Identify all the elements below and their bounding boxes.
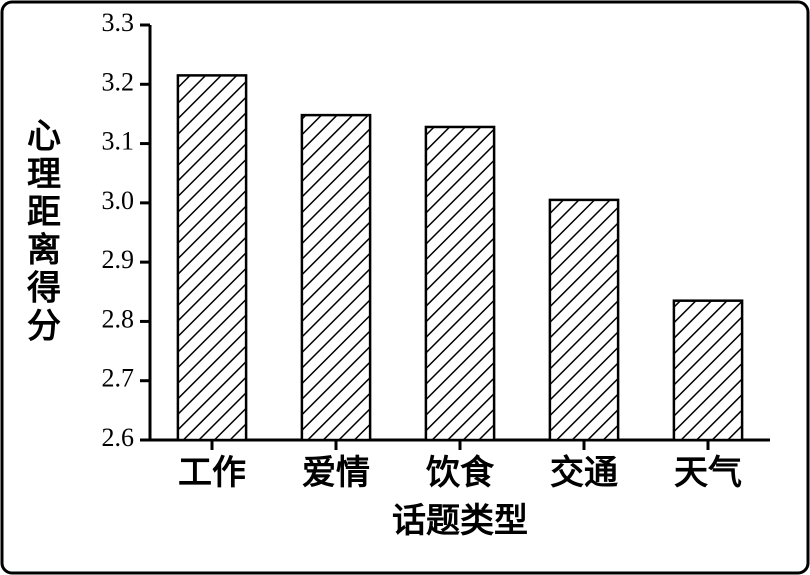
- bar-chart: 2.6 2.7 2.8 2.9 3.0 3.1 3.2 3.3 工作 爱情 饮食 交通 天气 话题类型…: [0, 0, 810, 575]
- y-axis-title-glyph: 距: [27, 194, 61, 231]
- category-labels: 工作 爱情 饮食 交通 天气: [178, 453, 742, 492]
- y-axis-title-glyph: 得: [26, 269, 61, 307]
- y-axis-title-glyph: 理: [27, 156, 61, 193]
- y-axis-title: 心理距离得分: [26, 118, 61, 345]
- bars: [178, 75, 742, 440]
- y-tick-label: 2.9: [102, 245, 135, 274]
- x-axis-title: 话题类型: [392, 502, 528, 540]
- y-tick-label: 3.3: [102, 8, 135, 37]
- bar: [674, 301, 742, 440]
- bar: [550, 200, 618, 440]
- y-tick-label: 2.8: [102, 304, 135, 333]
- bar: [178, 75, 246, 440]
- y-tick-label: 3.1: [102, 127, 135, 156]
- category-label: 饮食: [426, 453, 495, 492]
- category-label: 交通: [550, 453, 618, 492]
- y-tick-label: 2.7: [102, 364, 135, 393]
- y-tick-label: 3.2: [102, 67, 135, 96]
- y-tick-label: 3.0: [102, 186, 135, 215]
- category-label: 工作: [178, 454, 246, 492]
- chart-container: 2.6 2.7 2.8 2.9 3.0 3.1 3.2 3.3 工作 爱情 饮食 交通 天气 话题类型…: [0, 0, 810, 575]
- y-ticks: 2.6 2.7 2.8 2.9 3.0 3.1 3.2 3.3: [102, 8, 151, 452]
- y-axis-title-glyph: 分: [27, 307, 61, 345]
- bar: [302, 115, 370, 440]
- category-label: 爱情: [302, 454, 370, 492]
- y-tick-label: 2.6: [102, 423, 135, 452]
- y-axis-title-glyph: 心: [27, 118, 61, 155]
- y-axis-title-glyph: 离: [27, 230, 61, 269]
- category-label: 天气: [674, 454, 742, 492]
- bar: [426, 127, 494, 440]
